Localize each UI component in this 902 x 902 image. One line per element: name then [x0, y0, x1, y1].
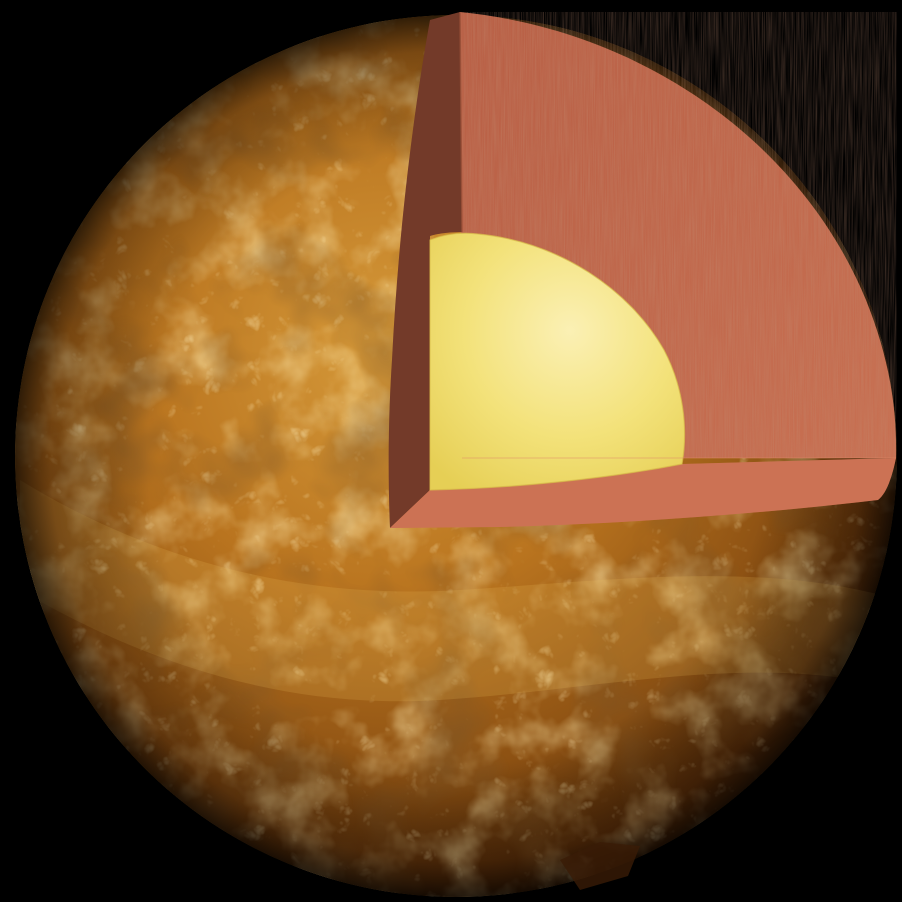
mantle-left-wall	[388, 12, 462, 528]
cutaway-section	[388, 11, 897, 528]
surface-notch	[560, 842, 640, 890]
mantle-floor	[390, 458, 896, 528]
